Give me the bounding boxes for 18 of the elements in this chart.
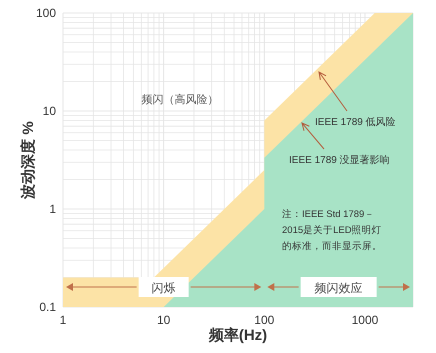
annotation: 闪烁 bbox=[138, 277, 189, 297]
x-tick-label: 10 bbox=[156, 313, 171, 327]
annotation: 频闪效应 bbox=[314, 280, 363, 295]
y-axis-title: 波动深度 % bbox=[19, 121, 37, 200]
annotation: 注：IEEE Std 1789－2015是关于LED照明灯的标准，而非显示屏。 bbox=[282, 209, 382, 252]
x-tick-label: 1 bbox=[60, 313, 67, 327]
x-axis-title: 频率(Hz) bbox=[208, 326, 268, 344]
y-tick-label: 0.1 bbox=[39, 300, 56, 314]
x-tick-label: 1000 bbox=[352, 313, 379, 327]
annotation: 频闪（高风险） bbox=[142, 94, 218, 106]
annotation: IEEE 1789 低风险 bbox=[315, 117, 396, 128]
y-tick-label: 1 bbox=[49, 202, 56, 216]
y-tick-label: 10 bbox=[42, 104, 56, 118]
x-tick-label: 100 bbox=[254, 313, 275, 327]
y-tick-label: 100 bbox=[36, 6, 56, 20]
annotation: IEEE 1789 没显著影响 bbox=[289, 155, 390, 166]
annotation: 频闪效应 bbox=[300, 277, 377, 297]
annotation: 闪烁 bbox=[152, 280, 176, 295]
